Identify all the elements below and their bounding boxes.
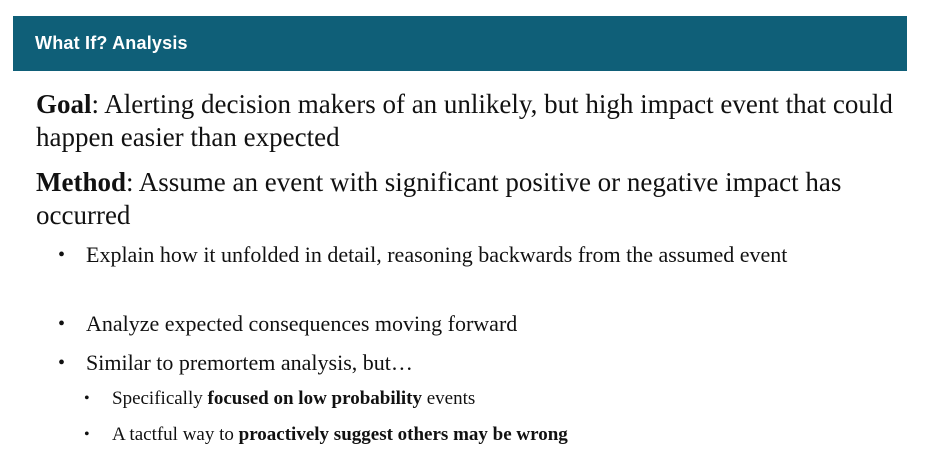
bullet-item: • Analyze expected consequences moving f… [58,310,888,338]
bullet-item: • Explain how it unfolded in detail, rea… [58,241,888,269]
bullet-list-3: • Similar to premortem analysis, but… [58,349,888,377]
bullet-list-1: • Explain how it unfolded in detail, rea… [58,241,888,269]
method-text: : Assume an event with significant posit… [36,167,842,230]
bullet-icon: • [58,352,66,374]
goal-term: Goal [36,89,92,119]
bullet-item: • Similar to premortem analysis, but… [58,349,888,377]
goal-paragraph: Goal: Alerting decision makers of an unl… [36,88,896,154]
subbullet-item: • A tactful way to proactively suggest o… [84,423,884,447]
header-bar: What If? Analysis [13,16,907,71]
bullet-icon: • [58,313,66,335]
bullet-text: Similar to premortem analysis, but… [86,350,413,375]
bullet-list-2: • Analyze expected consequences moving f… [58,310,888,338]
subbullet-icon: • [84,426,90,443]
method-paragraph: Method: Assume an event with significant… [36,166,896,232]
subbullet-post: events [422,388,476,409]
bullet-text: Explain how it unfolded in detail, reaso… [86,242,788,267]
subbullet-icon: • [84,390,90,407]
slide-title: What If? Analysis [35,33,188,53]
bullet-text: Analyze expected consequences moving for… [86,311,518,336]
subbullet-item: • Specifically focused on low probabilit… [84,387,884,411]
subbullet-pre: A tactful way to [112,424,239,445]
subbullet-pre: Specifically [112,388,208,409]
goal-text: : Alerting decision makers of an unlikel… [36,89,893,152]
subbullet-list-1: • Specifically focused on low probabilit… [84,387,884,411]
subbullet-list-2: • A tactful way to proactively suggest o… [84,423,884,447]
method-term: Method [36,167,126,197]
subbullet-emphasis: proactively suggest others may be wrong [238,424,568,445]
bullet-icon: • [58,244,66,266]
subbullet-emphasis: focused on low probability [207,388,423,409]
